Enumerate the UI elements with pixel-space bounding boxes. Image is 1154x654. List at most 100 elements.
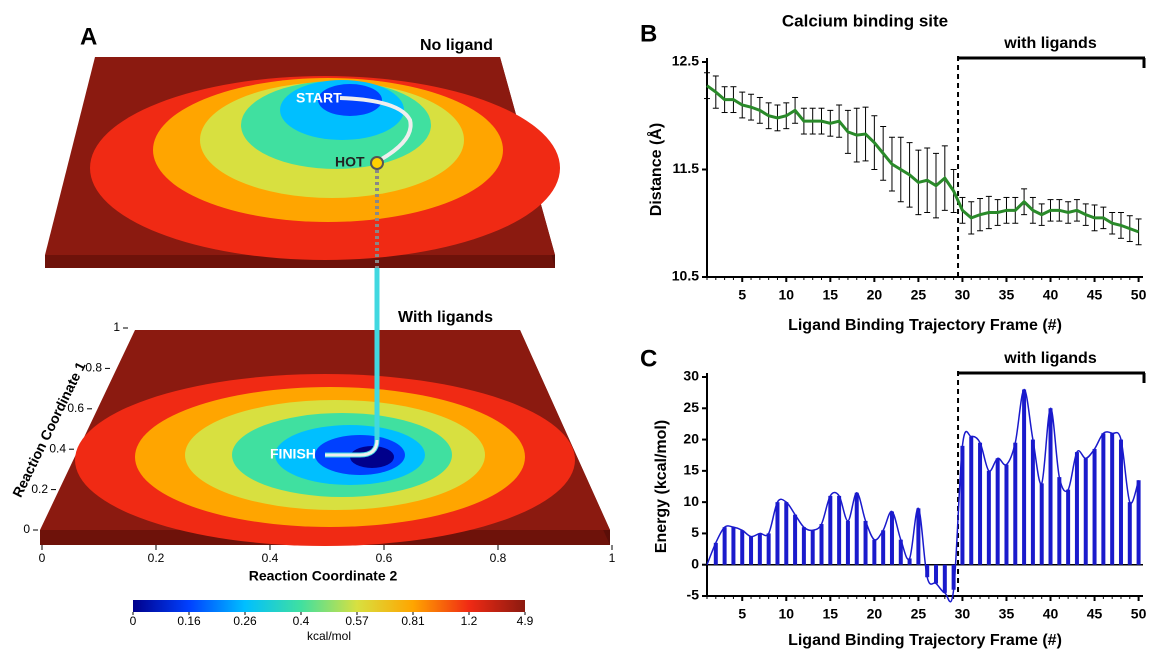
annotation: with ligands xyxy=(1003,35,1097,52)
bar xyxy=(916,508,921,565)
bar xyxy=(793,514,798,565)
bar xyxy=(1066,489,1071,565)
x-tick-label: 25 xyxy=(911,287,927,303)
x-tick-label: 35 xyxy=(999,287,1015,303)
bar xyxy=(969,436,974,565)
path-label: START xyxy=(296,90,342,106)
bar xyxy=(942,564,947,593)
bar xyxy=(854,492,859,565)
colorbar-label: 0.4 xyxy=(293,614,310,628)
colorbar-label: 0.81 xyxy=(401,614,425,628)
bar xyxy=(934,564,939,584)
y-axis-title: Energy (kcal/mol) xyxy=(653,420,670,553)
y-tick-label: 15 xyxy=(683,462,699,478)
x-tick-label: 15 xyxy=(823,606,839,622)
bar xyxy=(1101,433,1106,565)
x-axis-title: Ligand Binding Trajectory Frame (#) xyxy=(788,632,1062,649)
bar xyxy=(784,502,789,565)
slab-side xyxy=(45,255,555,268)
x-tick-label: 0.6 xyxy=(376,551,393,565)
panel-title: No ligand xyxy=(420,37,493,54)
x-tick-label: 25 xyxy=(911,606,927,622)
bar xyxy=(731,527,736,565)
x-tick-label: 1 xyxy=(609,551,616,565)
x-tick-label: 5 xyxy=(738,287,746,303)
bar xyxy=(951,564,956,590)
path-label: HOT xyxy=(335,154,365,170)
bar xyxy=(1022,389,1027,565)
bar xyxy=(1004,464,1009,565)
x-tick-label: 50 xyxy=(1131,287,1147,303)
y-tick-label: 30 xyxy=(683,368,699,384)
y-axis-title: Distance (Å) xyxy=(646,123,665,216)
bar xyxy=(1083,458,1088,565)
y-tick-label: 0.6 xyxy=(67,401,84,415)
bar xyxy=(907,558,912,565)
x-tick-label: 45 xyxy=(1087,606,1103,622)
x-tick-label: 45 xyxy=(1087,287,1103,303)
hot-marker xyxy=(370,156,384,170)
bar xyxy=(837,495,842,565)
x-tick-label: 10 xyxy=(778,287,794,303)
bar xyxy=(889,511,894,565)
colorbar-label: 0.57 xyxy=(345,614,369,628)
x-tick-label: 15 xyxy=(823,287,839,303)
bar xyxy=(898,539,903,565)
colorbar-label: 0.26 xyxy=(233,614,257,628)
y-tick-label: 11.5 xyxy=(673,160,700,176)
contour xyxy=(350,446,394,468)
path-line xyxy=(325,439,379,457)
y-tick-label: 0 xyxy=(23,522,30,536)
bar xyxy=(766,533,771,565)
bar xyxy=(819,524,824,565)
bar xyxy=(925,564,930,578)
bar xyxy=(1110,433,1115,565)
annotation: with ligands xyxy=(1003,350,1097,367)
y-tick-label: 10 xyxy=(683,493,699,509)
bar xyxy=(978,442,983,565)
x-tick-label: 5 xyxy=(738,606,746,622)
x-axis-title: Reaction Coordinate 2 xyxy=(249,568,398,584)
path-label: FINISH xyxy=(270,446,316,462)
colorbar xyxy=(133,600,525,612)
bar xyxy=(1013,442,1018,565)
bar xyxy=(1092,448,1097,565)
panel-label: C xyxy=(640,345,657,372)
bar xyxy=(863,520,868,565)
y-tick-label: 0.2 xyxy=(31,482,48,496)
x-tick-label: 10 xyxy=(778,606,794,622)
bar xyxy=(845,520,850,565)
bar xyxy=(881,530,886,565)
panel-label: A xyxy=(80,23,97,50)
x-tick-label: 0 xyxy=(39,551,46,565)
x-tick-label: 30 xyxy=(955,606,971,622)
bar xyxy=(1118,439,1123,565)
x-tick-label: 20 xyxy=(867,606,883,622)
data-curve xyxy=(706,388,1140,603)
bar xyxy=(1057,477,1062,565)
bar xyxy=(986,470,991,565)
bar xyxy=(872,539,877,565)
y-tick-label: 1 xyxy=(113,320,120,334)
bar xyxy=(749,536,754,565)
colorbar-label: 0.16 xyxy=(177,614,201,628)
bar xyxy=(810,530,815,565)
bar xyxy=(1074,452,1079,565)
y-tick-label: 20 xyxy=(683,430,699,446)
y-tick-label: 0.4 xyxy=(49,441,66,455)
colorbar-label: 1.2 xyxy=(461,614,478,628)
y-tick-label: 25 xyxy=(683,399,699,415)
bar xyxy=(828,495,833,565)
x-tick-label: 40 xyxy=(1043,287,1059,303)
x-tick-label: 0.8 xyxy=(490,551,507,565)
bar xyxy=(1048,408,1053,565)
data-line xyxy=(706,84,1140,234)
colorbar-title: kcal/mol xyxy=(307,629,351,643)
panel-label: B xyxy=(640,20,657,47)
x-tick-label: 0.2 xyxy=(148,551,165,565)
y-tick-label: 10.5 xyxy=(672,268,699,284)
chart-title: Calcium binding site xyxy=(782,11,948,30)
x-tick-label: 20 xyxy=(867,287,883,303)
y-tick-label: 0.8 xyxy=(85,361,102,375)
